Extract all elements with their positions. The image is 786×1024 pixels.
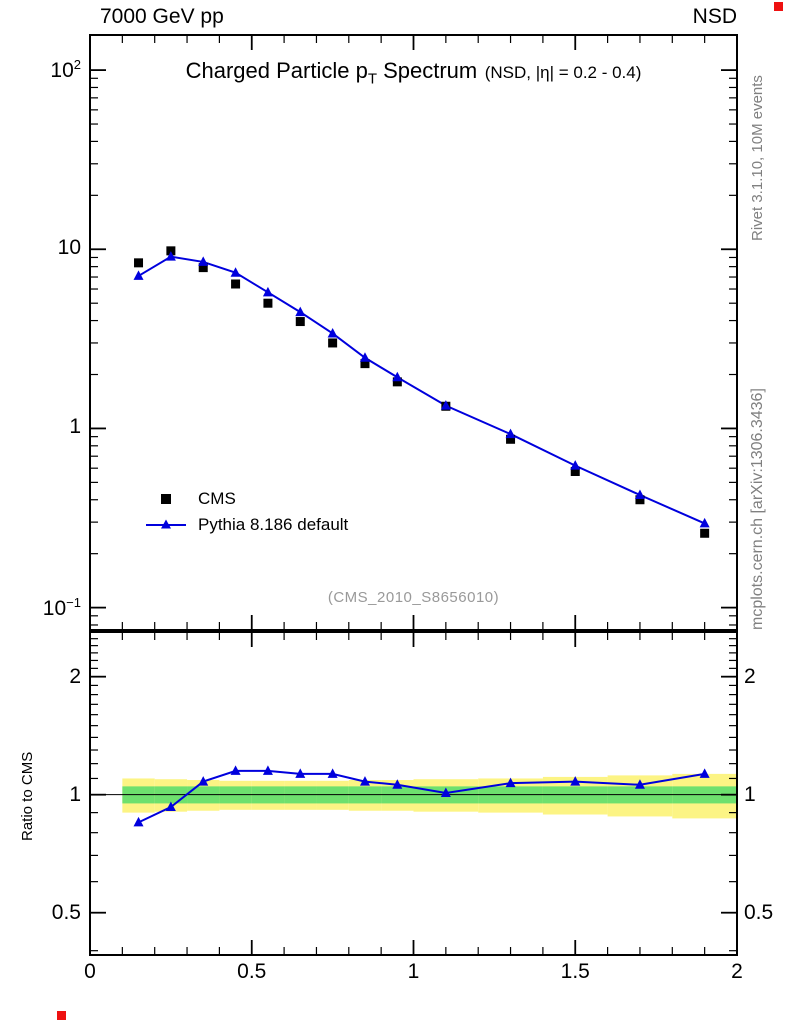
tick-label: 2	[744, 664, 756, 688]
legend: CMS Pythia 8.186 default	[144, 486, 348, 538]
tick-label: 2	[69, 664, 81, 688]
tick-label: 2	[731, 960, 743, 983]
legend-label-cms: CMS	[198, 489, 236, 508]
beam-info-label: 7000 GeV pp	[100, 5, 224, 28]
tick-label: 10	[57, 236, 81, 260]
tick-label: 0	[84, 960, 96, 983]
event-class-label: NSD	[692, 5, 737, 28]
legend-item-cms: CMS	[144, 486, 348, 512]
plot-title: Charged Particle pT Spectrum (NSD, |η| =…	[90, 58, 737, 87]
tick-label: 1	[744, 782, 756, 806]
tick-label: 1	[69, 415, 81, 439]
tick-label: 1	[407, 960, 420, 983]
cms-square-icon	[161, 494, 171, 504]
fiducial-marker-top-right	[774, 2, 783, 11]
tick-label: 0.5	[744, 900, 774, 924]
analysis-id-watermark: (CMS_2010_S8656010)	[327, 589, 500, 606]
legend-item-pythia: Pythia 8.186 default	[144, 512, 348, 538]
mcplots-arxiv-note: mcplots.cern.ch [arXiv:1306.3436]	[749, 388, 766, 630]
fiducial-marker-bottom-left	[57, 1011, 66, 1020]
tick-label: 1	[69, 782, 81, 806]
title-text-suffix: Spectrum	[376, 58, 478, 83]
pythia-line-triangle-icon	[146, 519, 186, 529]
title-text: Charged Particle p	[185, 58, 368, 83]
title-main: Charged Particle pT Spectrum	[185, 58, 478, 87]
tick-label: 1.5	[560, 960, 590, 983]
tick-label: 102	[50, 57, 81, 83]
rivet-version-note: Rivet 3.1.10, 10M events	[749, 75, 766, 241]
title-note: (NSD, |η| = 0.2 - 0.4)	[484, 63, 642, 82]
legend-label-pythia: Pythia 8.186 default	[198, 515, 349, 534]
tick-label: 0.5	[51, 900, 81, 924]
title-subscript: T	[367, 70, 377, 88]
tick-label: 10−1	[42, 594, 81, 620]
tick-label: 0.5	[237, 960, 267, 983]
